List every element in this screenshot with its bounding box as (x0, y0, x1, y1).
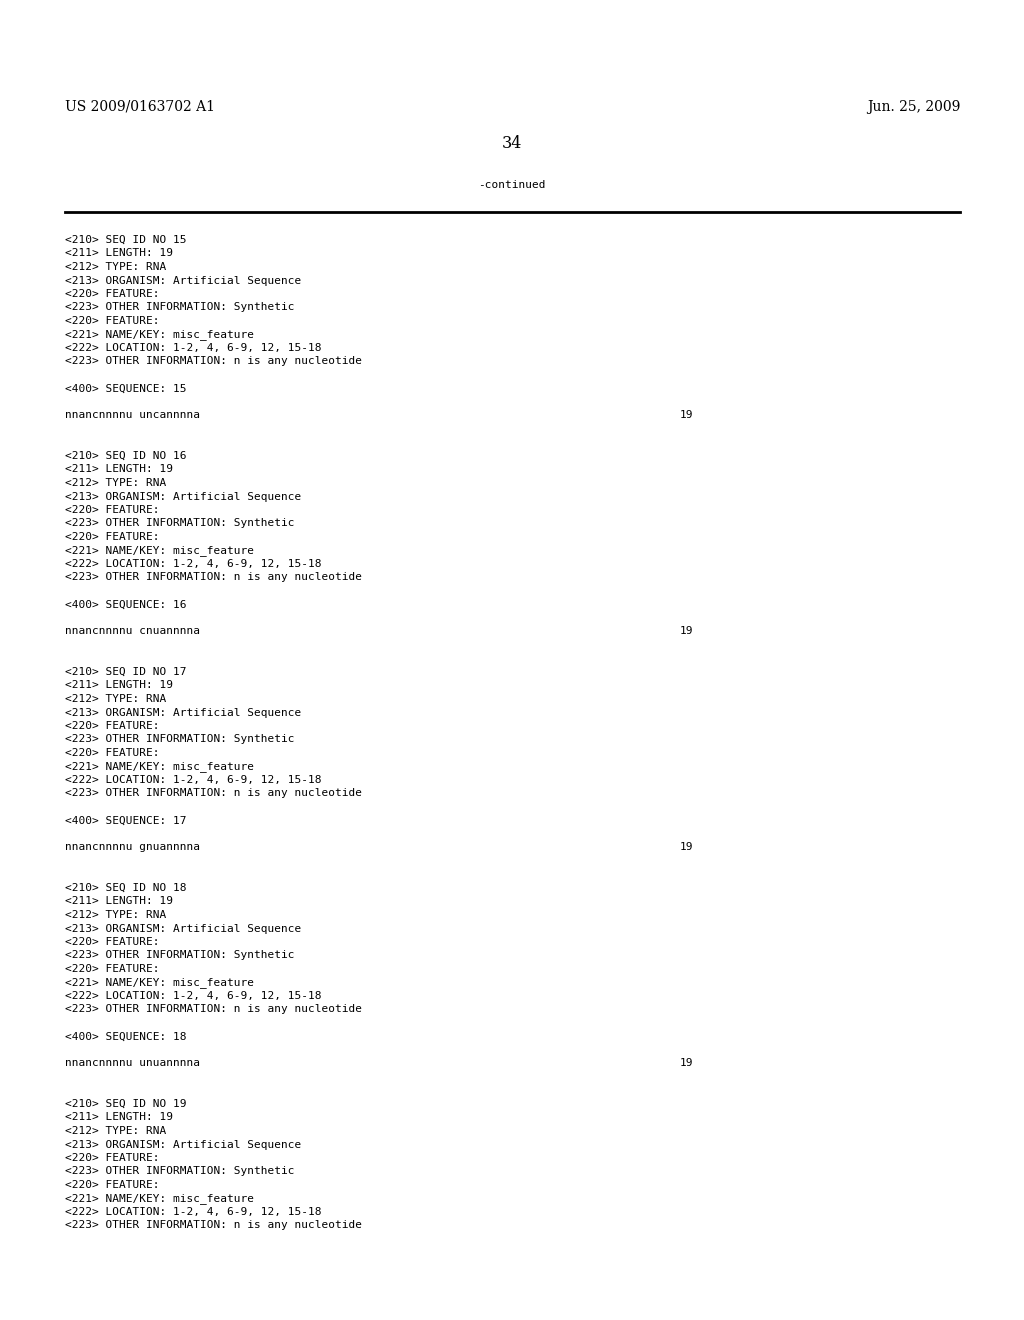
Text: <221> NAME/KEY: misc_feature: <221> NAME/KEY: misc_feature (65, 330, 254, 341)
Text: <400> SEQUENCE: 15: <400> SEQUENCE: 15 (65, 384, 186, 393)
Text: <213> ORGANISM: Artificial Sequence: <213> ORGANISM: Artificial Sequence (65, 1139, 301, 1150)
Text: <221> NAME/KEY: misc_feature: <221> NAME/KEY: misc_feature (65, 978, 254, 989)
Text: <220> FEATURE:: <220> FEATURE: (65, 964, 160, 974)
Text: 34: 34 (502, 135, 522, 152)
Text: <211> LENGTH: 19: <211> LENGTH: 19 (65, 1113, 173, 1122)
Text: <223> OTHER INFORMATION: n is any nucleotide: <223> OTHER INFORMATION: n is any nucleo… (65, 1221, 362, 1230)
Text: <222> LOCATION: 1-2, 4, 6-9, 12, 15-18: <222> LOCATION: 1-2, 4, 6-9, 12, 15-18 (65, 1206, 322, 1217)
Text: <223> OTHER INFORMATION: Synthetic: <223> OTHER INFORMATION: Synthetic (65, 734, 295, 744)
Text: <211> LENGTH: 19: <211> LENGTH: 19 (65, 681, 173, 690)
Text: <220> FEATURE:: <220> FEATURE: (65, 1152, 160, 1163)
Text: <210> SEQ ID NO 19: <210> SEQ ID NO 19 (65, 1100, 186, 1109)
Text: <210> SEQ ID NO 15: <210> SEQ ID NO 15 (65, 235, 186, 246)
Text: nnancnnnnu gnuannnna: nnancnnnnu gnuannnna (65, 842, 200, 853)
Text: <220> FEATURE:: <220> FEATURE: (65, 721, 160, 731)
Text: 19: 19 (680, 1059, 693, 1068)
Text: 19: 19 (680, 411, 693, 421)
Text: <211> LENGTH: 19: <211> LENGTH: 19 (65, 465, 173, 474)
Text: <223> OTHER INFORMATION: n is any nucleotide: <223> OTHER INFORMATION: n is any nucleo… (65, 788, 362, 799)
Text: nnancnnnnu cnuannnna: nnancnnnnu cnuannnna (65, 627, 200, 636)
Text: <212> TYPE: RNA: <212> TYPE: RNA (65, 694, 166, 704)
Text: <210> SEQ ID NO 18: <210> SEQ ID NO 18 (65, 883, 186, 894)
Text: 19: 19 (680, 627, 693, 636)
Text: -continued: -continued (478, 180, 546, 190)
Text: nnancnnnnu uncannnna: nnancnnnnu uncannnna (65, 411, 200, 421)
Text: <212> TYPE: RNA: <212> TYPE: RNA (65, 261, 166, 272)
Text: <220> FEATURE:: <220> FEATURE: (65, 748, 160, 758)
Text: <223> OTHER INFORMATION: Synthetic: <223> OTHER INFORMATION: Synthetic (65, 302, 295, 313)
Text: <223> OTHER INFORMATION: Synthetic: <223> OTHER INFORMATION: Synthetic (65, 950, 295, 961)
Text: <222> LOCATION: 1-2, 4, 6-9, 12, 15-18: <222> LOCATION: 1-2, 4, 6-9, 12, 15-18 (65, 343, 322, 352)
Text: <213> ORGANISM: Artificial Sequence: <213> ORGANISM: Artificial Sequence (65, 491, 301, 502)
Text: <210> SEQ ID NO 16: <210> SEQ ID NO 16 (65, 451, 186, 461)
Text: <220> FEATURE:: <220> FEATURE: (65, 289, 160, 300)
Text: 19: 19 (680, 842, 693, 853)
Text: <223> OTHER INFORMATION: Synthetic: <223> OTHER INFORMATION: Synthetic (65, 519, 295, 528)
Text: <220> FEATURE:: <220> FEATURE: (65, 506, 160, 515)
Text: <223> OTHER INFORMATION: n is any nucleotide: <223> OTHER INFORMATION: n is any nucleo… (65, 573, 362, 582)
Text: nnancnnnnu unuannnna: nnancnnnnu unuannnna (65, 1059, 200, 1068)
Text: <223> OTHER INFORMATION: n is any nucleotide: <223> OTHER INFORMATION: n is any nucleo… (65, 356, 362, 367)
Text: <222> LOCATION: 1-2, 4, 6-9, 12, 15-18: <222> LOCATION: 1-2, 4, 6-9, 12, 15-18 (65, 991, 322, 1001)
Text: <211> LENGTH: 19: <211> LENGTH: 19 (65, 896, 173, 907)
Text: <221> NAME/KEY: misc_feature: <221> NAME/KEY: misc_feature (65, 1193, 254, 1204)
Text: <213> ORGANISM: Artificial Sequence: <213> ORGANISM: Artificial Sequence (65, 924, 301, 933)
Text: <212> TYPE: RNA: <212> TYPE: RNA (65, 909, 166, 920)
Text: <221> NAME/KEY: misc_feature: <221> NAME/KEY: misc_feature (65, 545, 254, 557)
Text: <212> TYPE: RNA: <212> TYPE: RNA (65, 478, 166, 488)
Text: <210> SEQ ID NO 17: <210> SEQ ID NO 17 (65, 667, 186, 677)
Text: <213> ORGANISM: Artificial Sequence: <213> ORGANISM: Artificial Sequence (65, 276, 301, 285)
Text: <220> FEATURE:: <220> FEATURE: (65, 1180, 160, 1191)
Text: <220> FEATURE:: <220> FEATURE: (65, 315, 160, 326)
Text: <400> SEQUENCE: 18: <400> SEQUENCE: 18 (65, 1031, 186, 1041)
Text: <223> OTHER INFORMATION: n is any nucleotide: <223> OTHER INFORMATION: n is any nucleo… (65, 1005, 362, 1015)
Text: Jun. 25, 2009: Jun. 25, 2009 (866, 100, 961, 114)
Text: <223> OTHER INFORMATION: Synthetic: <223> OTHER INFORMATION: Synthetic (65, 1167, 295, 1176)
Text: <211> LENGTH: 19: <211> LENGTH: 19 (65, 248, 173, 259)
Text: <212> TYPE: RNA: <212> TYPE: RNA (65, 1126, 166, 1137)
Text: <213> ORGANISM: Artificial Sequence: <213> ORGANISM: Artificial Sequence (65, 708, 301, 718)
Text: <222> LOCATION: 1-2, 4, 6-9, 12, 15-18: <222> LOCATION: 1-2, 4, 6-9, 12, 15-18 (65, 558, 322, 569)
Text: <220> FEATURE:: <220> FEATURE: (65, 937, 160, 946)
Text: <221> NAME/KEY: misc_feature: <221> NAME/KEY: misc_feature (65, 762, 254, 772)
Text: <400> SEQUENCE: 16: <400> SEQUENCE: 16 (65, 599, 186, 610)
Text: <220> FEATURE:: <220> FEATURE: (65, 532, 160, 543)
Text: US 2009/0163702 A1: US 2009/0163702 A1 (65, 100, 215, 114)
Text: <400> SEQUENCE: 17: <400> SEQUENCE: 17 (65, 816, 186, 825)
Text: <222> LOCATION: 1-2, 4, 6-9, 12, 15-18: <222> LOCATION: 1-2, 4, 6-9, 12, 15-18 (65, 775, 322, 785)
